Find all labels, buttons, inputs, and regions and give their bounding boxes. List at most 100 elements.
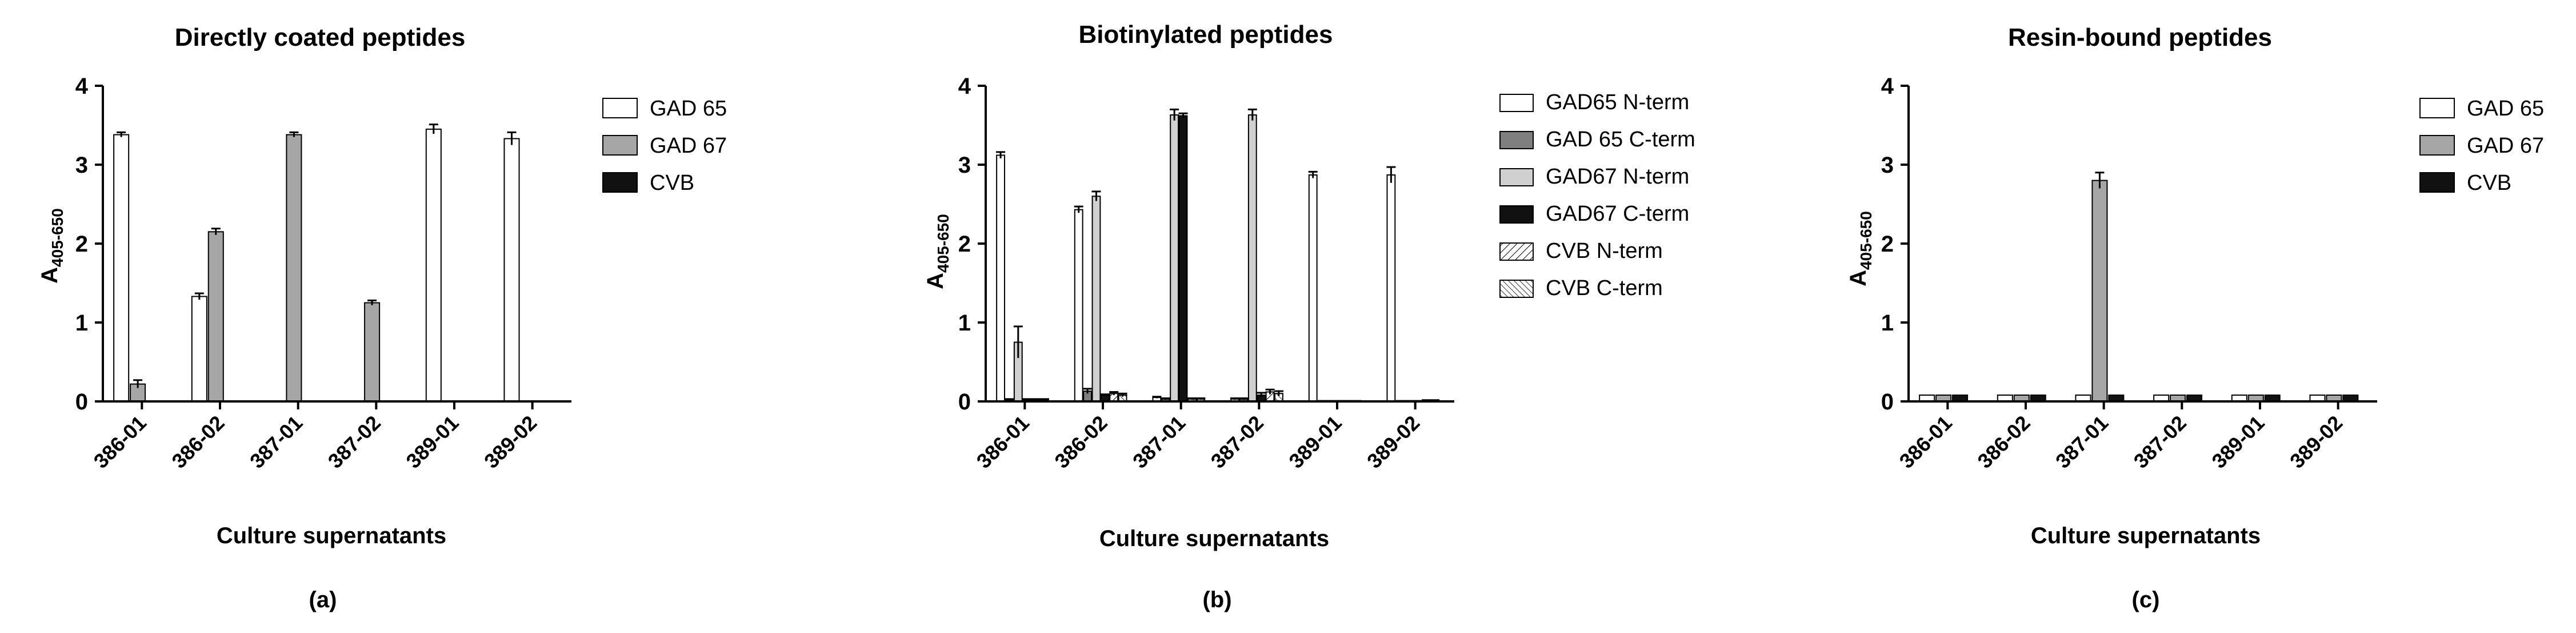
- panel-label: (b): [1202, 587, 1231, 612]
- y-tick-label: 3: [1881, 153, 1894, 178]
- legend-swatch: [602, 172, 638, 193]
- legend-label: CVB C-term: [1546, 276, 1663, 300]
- y-ticks: 0 1 2 3 4: [75, 74, 103, 415]
- x-axis-label: Culture supernatants: [1099, 526, 1329, 551]
- bar: [1178, 115, 1188, 402]
- y-tick-label: 2: [75, 232, 88, 257]
- x-axis-label: Culture supernatants: [217, 523, 446, 548]
- y-axis-label: A405-650: [1846, 211, 1875, 286]
- y-ticks: 0 1 2 3 4: [1881, 74, 1909, 415]
- y-axis-label-main: A: [1846, 270, 1871, 286]
- y-axis-label-sub: 405-650: [934, 214, 952, 273]
- y-tick-label: 2: [958, 232, 971, 257]
- y-tick-label: 1: [75, 310, 88, 336]
- bars: [1919, 172, 2359, 403]
- x-tick-label: 389-01: [1284, 411, 1346, 473]
- x-tick-label: 387-02: [323, 411, 385, 473]
- x-axis-label: Culture supernatants: [2031, 523, 2261, 548]
- bar: [1074, 209, 1083, 402]
- x-tick-label: 386-01: [972, 411, 1034, 473]
- panel-label: (c): [2132, 587, 2160, 612]
- x-tick-label: 386-02: [1050, 411, 1111, 473]
- y-tick-label: 4: [75, 74, 89, 99]
- x-tick-label: 386-02: [167, 411, 229, 473]
- x-ticks: 386-01 386-02 387-01 387-02 389-01 389-02: [972, 401, 1424, 473]
- y-tick-label: 2: [1881, 232, 1894, 257]
- x-tick-label: 387-01: [245, 411, 307, 473]
- legend-swatch: [1499, 131, 1534, 149]
- x-tick-label: 389-02: [1362, 411, 1424, 473]
- y-tick-label: 1: [958, 310, 971, 336]
- chart-panel-c: Resin-bound peptides A405-650 0 1 2 3 4 386-…: [1846, 23, 2544, 612]
- legend-swatch: [1499, 94, 1534, 112]
- legend-label: CVB N-term: [1546, 239, 1663, 263]
- legend: GAD 65 GAD 67 CVB: [602, 97, 727, 195]
- legend-label: CVB: [2467, 171, 2511, 195]
- y-axis-label-sub: 405-650: [49, 208, 66, 267]
- x-tick-label: 387-01: [1128, 411, 1190, 473]
- x-tick-label: 389-02: [2285, 411, 2347, 473]
- legend-swatch: [2419, 172, 2455, 193]
- x-tick-label: 387-01: [2051, 411, 2113, 473]
- y-axis-label-sub: 405-650: [1857, 211, 1875, 270]
- legend-label: GAD 65: [650, 97, 727, 121]
- x-tick-label: 386-01: [1895, 411, 1957, 473]
- x-tick-label: 386-02: [1973, 411, 2034, 473]
- bar: [364, 302, 381, 402]
- bar: [425, 128, 442, 402]
- bar: [996, 154, 1005, 402]
- y-ticks: 0 1 2 3 4: [958, 74, 986, 415]
- y-axis-label: A405-650: [37, 208, 66, 284]
- legend-label: GAD 65: [2467, 97, 2544, 121]
- x-tick-label: 387-02: [2129, 411, 2191, 473]
- x-tick-label: 389-01: [2207, 411, 2269, 473]
- chart-title: Resin-bound peptides: [2008, 23, 2272, 51]
- bars: [113, 124, 520, 403]
- legend-swatch: [602, 98, 638, 118]
- bar: [191, 296, 207, 403]
- bar: [1247, 114, 1257, 402]
- bar: [2091, 180, 2108, 402]
- x-tick-label: 389-01: [401, 411, 463, 473]
- legend-label: GAD 65 C-term: [1546, 128, 1695, 152]
- bar: [1386, 174, 1396, 402]
- chart-title: Directly coated peptides: [175, 23, 466, 51]
- legend: GAD65 N-term GAD 65 C-term GAD67 N-term GAD…: [1499, 90, 1695, 300]
- bar: [1308, 174, 1318, 402]
- legend-swatch: [2419, 135, 2455, 156]
- panel-label: (a): [309, 587, 337, 612]
- bar: [503, 138, 520, 403]
- bars: [996, 108, 1440, 403]
- legend-swatch: [1499, 280, 1534, 298]
- x-ticks: 386-01 386-02 387-01 387-02 389-01 389-02: [89, 401, 541, 473]
- axes: [1907, 86, 2377, 403]
- y-axis-label-main: A: [37, 267, 62, 284]
- y-tick-label: 0: [1881, 389, 1894, 415]
- y-axis-label-main: A: [923, 273, 948, 289]
- legend-label: GAD 67: [2467, 134, 2544, 158]
- legend-label: GAD65 N-term: [1546, 90, 1689, 114]
- legend-swatch: [1499, 168, 1534, 186]
- y-axis-label: A405-650: [923, 214, 952, 289]
- legend-swatch: [602, 135, 638, 156]
- y-tick-label: 0: [75, 389, 88, 415]
- chart-panel-a: Directly coated peptides A405-650 01234 …: [37, 23, 727, 612]
- axes: [985, 86, 1454, 403]
- bar: [130, 383, 146, 403]
- x-tick-label: 386-01: [89, 411, 151, 473]
- bar: [1170, 114, 1179, 402]
- bar: [113, 134, 130, 402]
- legend-swatch: [1499, 242, 1534, 261]
- chart-title: Biotinylated peptides: [1079, 21, 1333, 49]
- legend-swatch: [1499, 205, 1534, 224]
- y-tick-label: 0: [958, 389, 971, 415]
- legend-label: CVB: [650, 171, 694, 195]
- x-tick-label: 387-02: [1206, 411, 1268, 473]
- axes: [102, 86, 571, 403]
- y-tick-label: 3: [958, 153, 971, 178]
- x-ticks: 386-01 386-02 387-01 387-02 389-01 389-02: [1895, 401, 2347, 473]
- legend: GAD 65 GAD 67 CVB: [2419, 97, 2544, 195]
- legend-swatch: [2419, 98, 2455, 118]
- bar: [1091, 196, 1101, 402]
- y-tick-label: 4: [1881, 74, 1894, 99]
